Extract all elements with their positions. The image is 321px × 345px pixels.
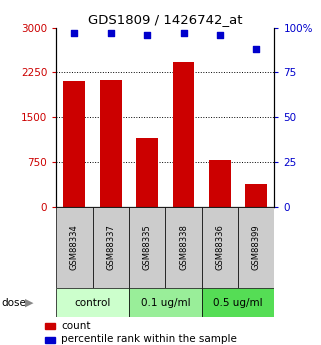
Bar <box>92 207 129 288</box>
Bar <box>64 81 85 207</box>
Text: dose: dose <box>2 298 26 308</box>
Bar <box>202 207 238 288</box>
Text: count: count <box>61 321 91 331</box>
Bar <box>136 138 158 207</box>
Bar <box>129 207 165 288</box>
Text: GSM88336: GSM88336 <box>215 225 224 270</box>
Bar <box>100 80 122 207</box>
Text: ▶: ▶ <box>25 298 33 308</box>
Point <box>72 30 77 36</box>
Point <box>254 46 259 52</box>
Bar <box>245 184 267 207</box>
Bar <box>129 288 202 317</box>
Text: GSM88399: GSM88399 <box>252 225 261 270</box>
Bar <box>56 207 92 288</box>
Bar <box>238 207 274 288</box>
Title: GDS1809 / 1426742_at: GDS1809 / 1426742_at <box>88 13 243 27</box>
Text: GSM88337: GSM88337 <box>106 225 115 270</box>
Bar <box>173 62 195 207</box>
Bar <box>209 160 231 207</box>
Point <box>144 32 150 38</box>
Bar <box>56 288 129 317</box>
Point <box>217 32 222 38</box>
Text: 0.1 ug/ml: 0.1 ug/ml <box>141 298 190 308</box>
Bar <box>202 288 274 317</box>
Text: GSM88338: GSM88338 <box>179 225 188 270</box>
Point <box>181 30 186 36</box>
Point <box>108 30 113 36</box>
Text: control: control <box>74 298 111 308</box>
Text: GSM88335: GSM88335 <box>143 225 152 270</box>
Text: GSM88334: GSM88334 <box>70 225 79 270</box>
Bar <box>45 323 55 329</box>
Bar <box>165 207 202 288</box>
Bar <box>45 337 55 343</box>
Text: 0.5 ug/ml: 0.5 ug/ml <box>213 298 263 308</box>
Text: percentile rank within the sample: percentile rank within the sample <box>61 335 237 344</box>
